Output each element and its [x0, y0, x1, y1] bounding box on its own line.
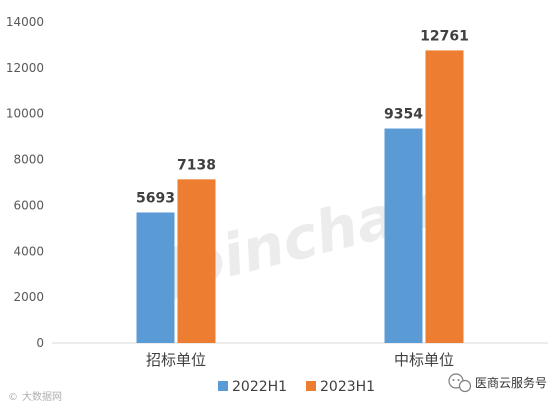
- y-tick-label: 4000: [13, 244, 44, 258]
- x-category-label: 中标单位: [394, 351, 454, 369]
- data-label: 5693: [136, 190, 175, 206]
- bar: [384, 128, 423, 343]
- legend-swatch: [306, 381, 316, 391]
- y-axis: 0 2000 4000 6000 8000 10000 12000 14000: [6, 15, 44, 350]
- account-name: 医商云服务号: [475, 375, 547, 390]
- y-tick-label: 14000: [6, 15, 44, 29]
- bar: [136, 212, 175, 343]
- source-mark-text: 大数据网: [22, 390, 62, 403]
- legend: 2022H1 2023H1: [218, 379, 375, 395]
- data-label: 9354: [384, 107, 423, 123]
- source-icon: ©: [8, 392, 18, 403]
- account-badge: 医商云服务号: [448, 373, 547, 393]
- y-tick-label: 2000: [13, 290, 44, 304]
- bar: [425, 50, 464, 343]
- y-tick-label: 6000: [13, 198, 44, 212]
- y-tick-label: 0: [36, 336, 44, 350]
- x-axis-categories: 招标单位 中标单位: [146, 351, 454, 369]
- legend-label: 2022H1: [232, 379, 287, 395]
- legend-label: 2023H1: [320, 379, 375, 395]
- wechat-icon: [448, 373, 472, 393]
- bar: [177, 179, 216, 343]
- legend-swatch: [218, 381, 228, 391]
- y-tick-label: 8000: [13, 153, 44, 167]
- source-mark: © 大数据网: [8, 390, 62, 403]
- bars: 5693 7138 9354 12761: [136, 28, 469, 343]
- data-label: 12761: [420, 28, 469, 44]
- x-category-label: 招标单位: [146, 351, 206, 369]
- y-tick-label: 10000: [6, 107, 44, 121]
- y-tick-label: 12000: [6, 61, 44, 75]
- data-label: 7138: [177, 157, 216, 173]
